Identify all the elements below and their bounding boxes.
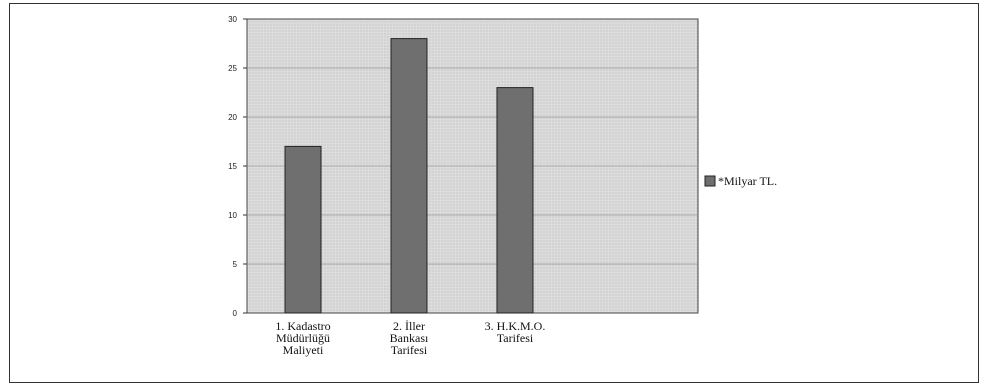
bar [496, 87, 534, 314]
y-tick-label: 30 [228, 15, 237, 24]
x-category-label-line: Müdürlüğü [276, 331, 330, 345]
y-tick-label: 0 [233, 309, 238, 318]
x-category-label: 3. H.K.M.O.Tarifesi [485, 319, 546, 345]
y-tick-label: 15 [228, 162, 237, 171]
legend: *Milyar TL. [704, 174, 777, 188]
y-tick-label: 10 [228, 211, 237, 220]
y-axis-ticks: 0 5 10 15 20 25 30 [228, 15, 247, 318]
x-category-label-line: 2. İller [393, 319, 425, 333]
x-category-label-line: Maliyeti [283, 343, 324, 357]
x-category-label-line: Bankası [390, 331, 429, 345]
x-category-label-line: 1. Kadastro [275, 319, 330, 333]
bar [390, 38, 428, 314]
legend-label: *Milyar TL. [718, 174, 777, 188]
bar [284, 145, 322, 314]
bars [284, 38, 534, 314]
x-category-label-line: Tarifesi [391, 343, 428, 357]
grid-lines [247, 67, 698, 265]
x-category-label-line: Tarifesi [497, 331, 534, 345]
bar-chart: 0 5 10 15 20 25 30 1. KadastroMüdürlüğüMaliyet… [228, 15, 777, 357]
y-tick-label: 20 [228, 113, 237, 122]
x-category-label-line: 3. H.K.M.O. [485, 319, 546, 333]
y-tick-label: 25 [228, 64, 237, 73]
legend-swatch [704, 175, 716, 187]
y-tick-label: 5 [233, 260, 238, 269]
